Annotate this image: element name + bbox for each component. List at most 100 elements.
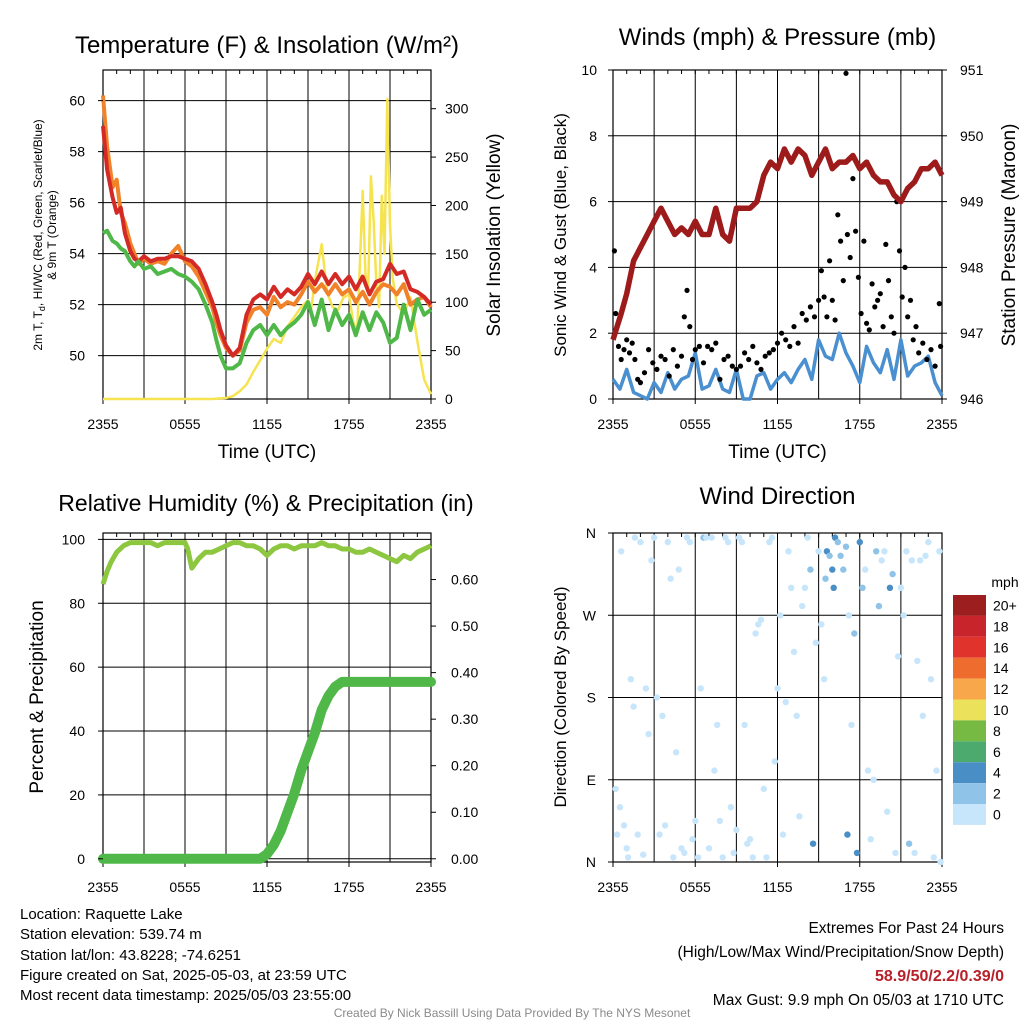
y-tick-label: 100 (62, 531, 86, 547)
x-tick-label: 2355 (926, 416, 957, 432)
x-axis-label: Time (UTC) (218, 442, 317, 463)
y-tick-label: 8 (589, 128, 597, 144)
colorbar-label: 4 (993, 765, 1001, 781)
gust-point (733, 366, 740, 372)
colorbar-label: 6 (993, 744, 1001, 760)
chart-title: Temperature (F) & Insolation (W/m²) (75, 32, 459, 59)
gust-point (729, 363, 735, 369)
wind-direction-point (916, 557, 924, 564)
gust-point (910, 337, 916, 343)
wind-direction-point (746, 836, 754, 843)
wind-direction-point (889, 570, 896, 578)
colorbar-swatch (953, 595, 986, 616)
x-tick-label: 2355 (87, 879, 118, 895)
gust-point (774, 340, 781, 346)
recent-data-text: Most recent data timestamp: 2025/05/03 2… (20, 987, 352, 1005)
wind-direction-point (851, 630, 858, 637)
y-tick-label: 56 (69, 195, 85, 211)
gust-point (843, 70, 849, 76)
wind-direction-point (826, 552, 833, 559)
gust-point (891, 330, 897, 336)
credit-footer: Created By Nick Bassill Using Data Provi… (333, 1006, 691, 1020)
y-tick-label: 52 (69, 297, 85, 313)
wind-direction-point (620, 822, 628, 829)
y2-axis-label: Station Pressure (Maroon) (999, 124, 1020, 347)
y2-tick-label: 0.30 (451, 711, 478, 727)
gust-point (750, 343, 756, 349)
gust-point (779, 330, 785, 336)
colorbar-label: 10 (993, 702, 1009, 718)
gust-point (725, 353, 731, 359)
gust-point (658, 353, 664, 359)
y2-axis-label-text: Station Pressure (Maroon) (999, 124, 1020, 347)
gust-point (626, 350, 633, 356)
gust-point (717, 376, 723, 382)
gust-point (807, 304, 814, 310)
y-label-part: , HI/WC (Red, Green, Scarlet/Blue) (31, 119, 45, 306)
gust-point (687, 324, 693, 330)
gust-point (684, 287, 690, 293)
y2-axis-label: Solar Insolation (Yellow) (484, 133, 505, 336)
wind-direction-point (790, 648, 798, 655)
y-tick-label: 2 (589, 325, 597, 341)
gust-point (670, 347, 676, 353)
wind-direction-point (630, 703, 637, 710)
gust-point (872, 304, 878, 310)
wind-direction-point (692, 817, 699, 825)
wind-direction-point (905, 840, 913, 847)
gust-point (864, 320, 870, 326)
chart-title: Relative Humidity (%) & Precipitation (i… (58, 490, 473, 516)
colorbar-swatch (953, 657, 986, 679)
y-tick-label: 6 (589, 194, 597, 210)
wind-direction-point (774, 685, 781, 692)
y2-tick-label: 947 (960, 325, 984, 341)
wind-direction-point (870, 776, 877, 783)
wind-direction-point (844, 831, 851, 838)
y-axis-label-text: Direction (Colored By Speed) (551, 586, 570, 807)
wind-direction-point (796, 813, 803, 820)
wind-direction-point (741, 721, 748, 729)
gust-point (832, 317, 838, 323)
gust-point (674, 363, 681, 369)
gust-point (913, 324, 919, 330)
gust-point (678, 353, 685, 359)
gust-point (787, 343, 793, 349)
wind-direction-point (894, 653, 902, 660)
wind-direction-point (763, 854, 770, 861)
wind-direction-point (749, 854, 756, 861)
gust-point (681, 314, 687, 320)
gust-point (855, 274, 862, 280)
extremes-heading: Extremes For Past 24 Hours (808, 920, 1004, 937)
wind-direction-point (664, 538, 671, 546)
y-tick-label: 60 (69, 659, 85, 675)
y2-tick-label: 300 (445, 101, 469, 117)
y2-tick-label: 150 (445, 246, 469, 262)
wind-direction-point (703, 534, 710, 541)
gust-point (936, 301, 942, 307)
gust-point (861, 238, 867, 244)
x-tick-label: 1755 (333, 879, 364, 895)
wind-direction-point (681, 849, 688, 857)
gust-point (611, 248, 618, 254)
gust-point (692, 347, 698, 353)
max-gust-text: Max Gust: 9.9 mph On 05/03 at 1710 UTC (712, 992, 1004, 1009)
wind-direction-point (881, 548, 888, 555)
wind-direction-point (727, 804, 735, 811)
gust-point (713, 340, 719, 346)
wind-direction-point (733, 826, 740, 834)
wind-direction-point (661, 822, 669, 829)
gust-point (791, 324, 797, 330)
wind-direction-point (914, 657, 921, 665)
wind-direction-point (678, 845, 685, 852)
y2-tick-label: 100 (445, 294, 469, 310)
gust-point (629, 340, 635, 346)
gust-point (928, 347, 934, 353)
y-tick-label: 10 (581, 62, 597, 78)
y-tick-label: 4 (589, 259, 597, 275)
x-tick-label: 1155 (252, 416, 282, 432)
y-axis-label-text: Sonic Wind & Gust (Blue, Black) (551, 113, 570, 357)
extremes-summary: Extremes For Past 24 Hours (High/Low/Max… (678, 917, 1005, 1013)
gust-point (758, 366, 764, 372)
gust-point (632, 356, 638, 363)
y-axis-label-line2: & 9m T (Orange) (45, 190, 59, 280)
